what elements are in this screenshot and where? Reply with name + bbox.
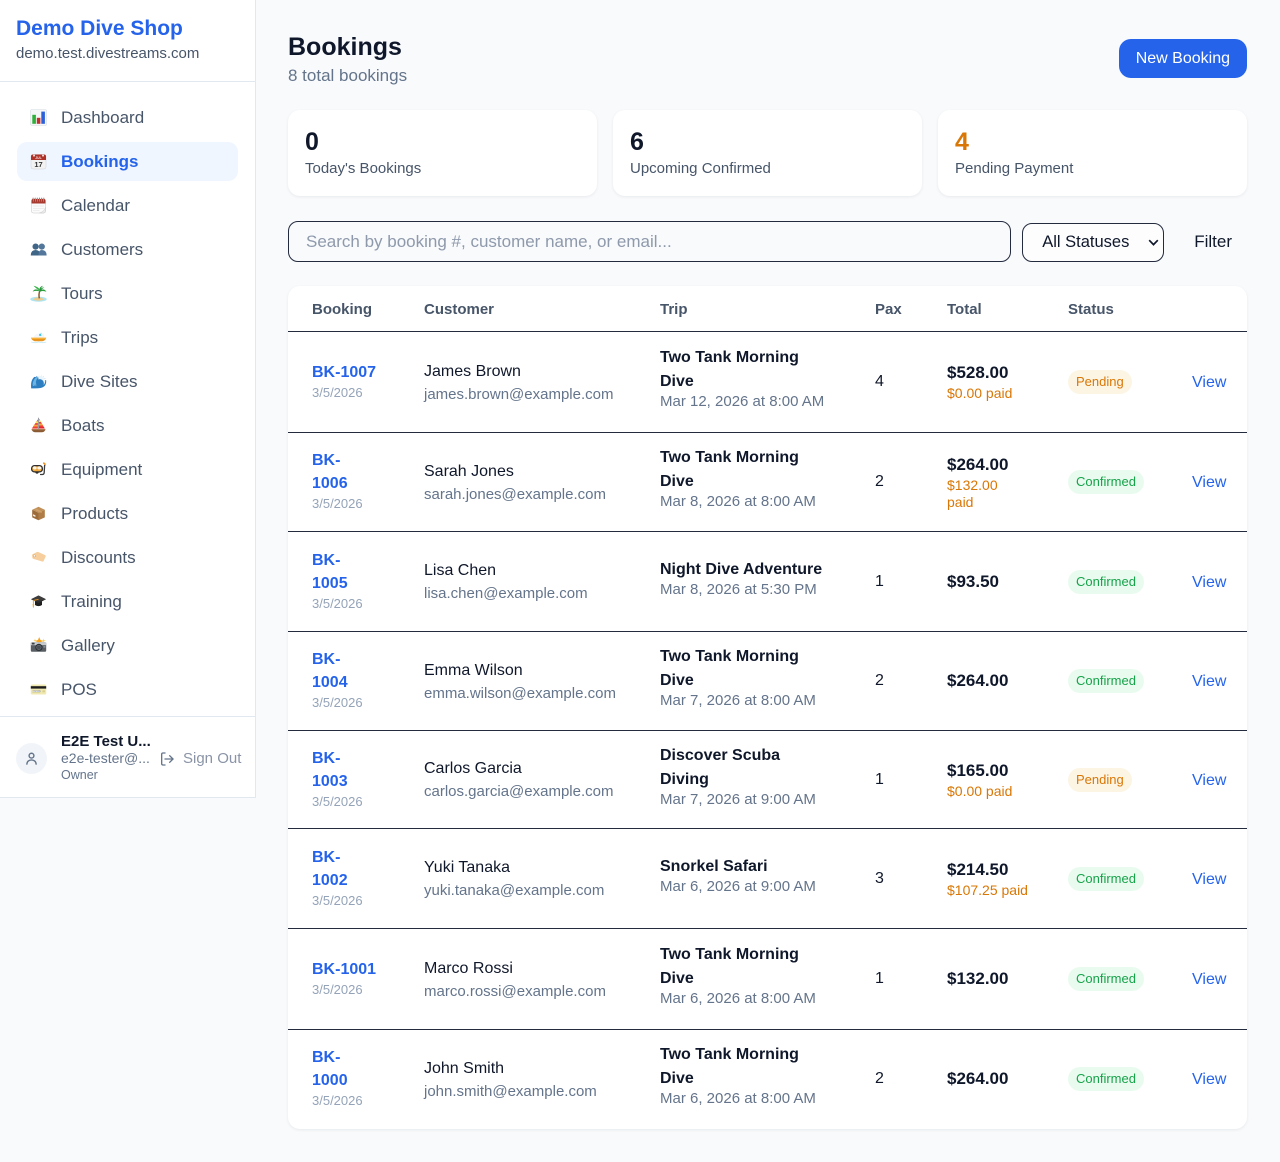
svg-text:17: 17 xyxy=(34,160,42,169)
svg-text:1234 5678: 1234 5678 xyxy=(33,691,41,693)
svg-text:JUL: JUL xyxy=(35,156,41,160)
